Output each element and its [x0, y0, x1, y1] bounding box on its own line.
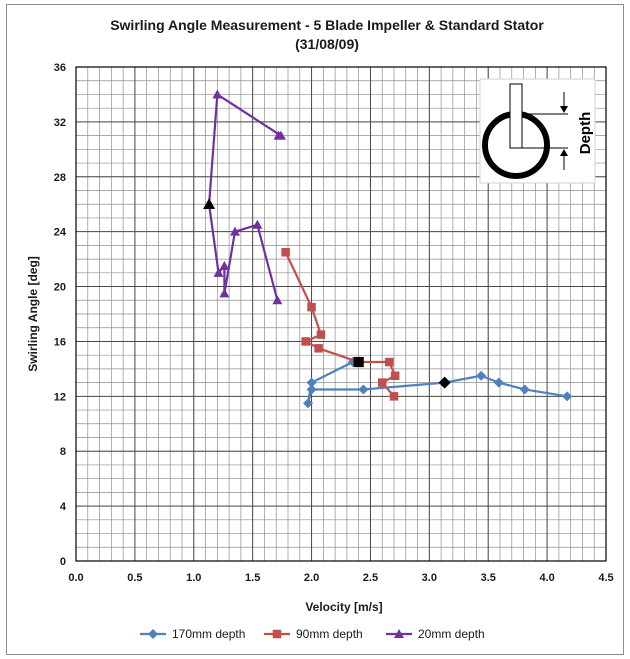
highlight-point [353, 356, 364, 368]
x-tick-label: 0.0 [68, 572, 83, 584]
data-point [377, 378, 387, 387]
data-point [252, 219, 263, 229]
y-tick-label: 20 [54, 282, 66, 294]
y-axis-title: Swirling Angle [deg] [26, 256, 40, 372]
y-tick-label: 8 [60, 446, 66, 458]
y-tick-label: 28 [54, 172, 66, 184]
data-point [476, 370, 487, 381]
data-point [230, 226, 240, 236]
data-point [212, 89, 223, 99]
chart-title-line1: Swirling Angle Measurement - 5 Blade Imp… [110, 17, 544, 33]
data-point [306, 384, 317, 395]
data-point [307, 302, 316, 312]
y-tick-label: 32 [54, 117, 66, 129]
legend-label: 20mm depth [418, 627, 485, 641]
data-point [273, 130, 284, 140]
data-point [562, 391, 573, 402]
y-axis-ticks: 0 4 8 12 16 20 24 28 32 36 [54, 62, 67, 568]
data-point [390, 371, 400, 380]
data-point [272, 295, 283, 305]
x-axis-ticks: 0.0 0.5 1.0 1.5 2.0 2.5 3.0 3.5 4.0 4.5 [68, 572, 613, 584]
y-tick-label: 16 [54, 336, 66, 348]
data-point [306, 377, 317, 388]
x-tick-label: 0.5 [127, 572, 142, 584]
data-point [213, 267, 224, 277]
x-tick-label: 1.5 [245, 572, 260, 584]
legend-marker [148, 629, 158, 639]
data-point [314, 344, 323, 353]
series-line [284, 251, 397, 398]
highlight-point [438, 376, 451, 389]
data-point [358, 384, 369, 395]
x-tick-label: 1.0 [186, 572, 201, 584]
probe-shape [509, 83, 523, 149]
series-0 [303, 357, 573, 409]
depth-label: Depth [577, 112, 594, 155]
depth-arrowhead-top [560, 106, 568, 113]
legend-label: 90mm depth [296, 627, 363, 641]
depth-inset-diagram: Depth [479, 78, 596, 184]
data-point [389, 392, 399, 401]
x-tick-label: 3.0 [422, 572, 437, 584]
y-tick-label: 4 [60, 501, 67, 513]
data-point [385, 357, 394, 367]
x-tick-label: 4.5 [598, 572, 613, 584]
legend-marker [272, 629, 282, 639]
y-tick-label: 24 [54, 227, 67, 239]
legend-item: 90mm depth [264, 627, 363, 641]
legend-label: 170mm depth [172, 627, 245, 641]
series-line [306, 361, 568, 405]
plot-area [75, 66, 607, 562]
chart-title-line2: (31/08/09) [295, 36, 359, 52]
data-point [281, 248, 290, 257]
x-axis-title: Velocity [m/s] [305, 600, 382, 614]
series-1 [281, 248, 400, 401]
highlight-point [203, 198, 216, 210]
x-tick-label: 4.0 [539, 572, 554, 584]
legend: 170mm depth 90mm depth 20mm depth [140, 627, 485, 641]
y-tick-label: 12 [54, 391, 66, 403]
x-tick-label: 2.5 [363, 572, 378, 584]
data-point [301, 337, 310, 346]
data-point [493, 377, 504, 388]
x-tick-label: 2.0 [304, 572, 319, 584]
legend-item: 20mm depth [386, 627, 485, 641]
legend-marker [394, 629, 404, 638]
legend-item: 170mm depth [140, 627, 245, 641]
y-tick-label: 0 [60, 556, 66, 568]
data-point [219, 260, 230, 270]
data-point [316, 330, 326, 339]
x-tick-label: 3.5 [481, 572, 496, 584]
highlight-layer [203, 198, 451, 389]
data-point [303, 398, 314, 409]
data-point [519, 384, 530, 395]
data-point [219, 288, 230, 298]
depth-arrowhead-bottom [560, 149, 568, 156]
y-tick-label: 36 [54, 62, 66, 74]
